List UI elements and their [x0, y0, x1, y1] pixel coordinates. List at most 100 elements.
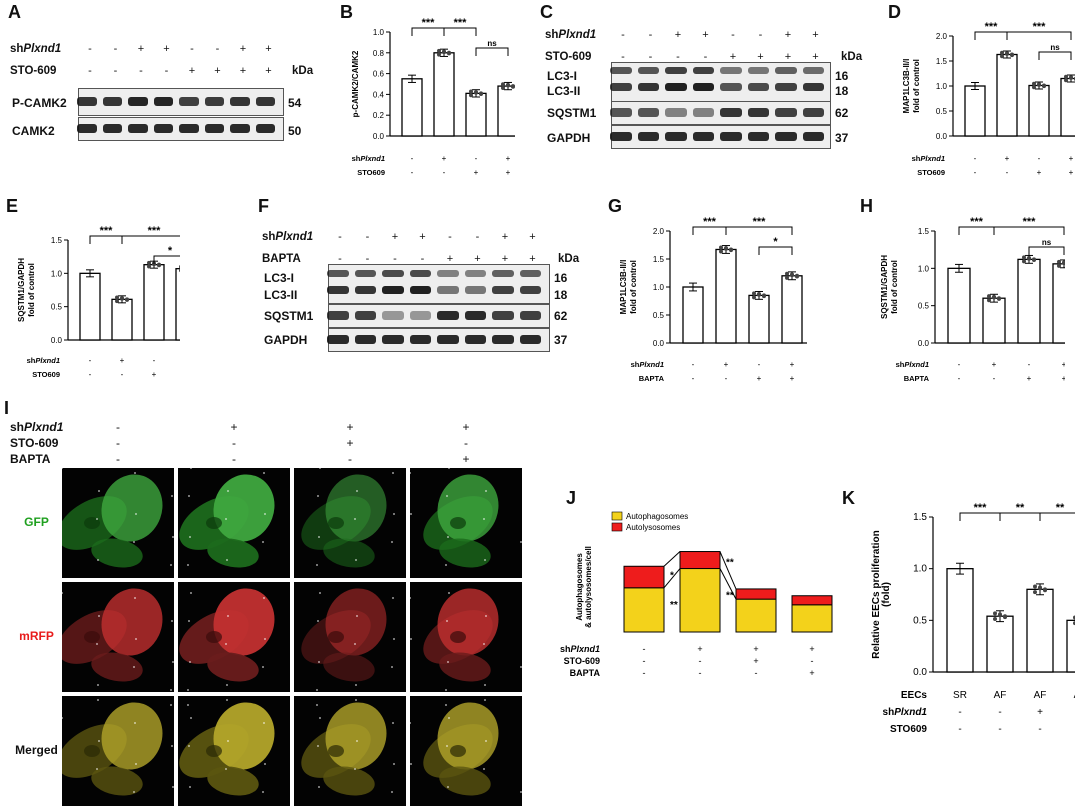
- blot-band: [637, 67, 659, 74]
- blot-strip: [327, 264, 550, 304]
- legend-swatch: [611, 511, 623, 521]
- puncta: [317, 745, 319, 747]
- data-point: [1062, 260, 1065, 265]
- puncta: [393, 638, 395, 640]
- significance-bracket: [993, 226, 1065, 235]
- blot-band: [327, 335, 349, 344]
- micrograph-cells: [410, 588, 522, 691]
- blot-strip: [327, 328, 550, 352]
- significance-label: **: [1056, 502, 1065, 514]
- cell-shape: [91, 538, 143, 568]
- condition-sign: -: [958, 707, 961, 718]
- blot-band: [610, 108, 632, 117]
- condition-sign: +: [137, 43, 145, 55]
- puncta: [391, 541, 393, 543]
- condition-sign: +: [188, 65, 196, 77]
- y-tick-label: 1.5: [913, 512, 927, 523]
- significance-bracket: [89, 235, 123, 244]
- cell-shape: [207, 766, 259, 796]
- condition-sign: -: [643, 668, 646, 678]
- data-point: [1073, 621, 1075, 626]
- micrograph: [62, 696, 174, 806]
- cell-shape: [323, 766, 375, 796]
- blot-band: [665, 67, 687, 74]
- blot-band: [437, 335, 459, 344]
- puncta: [188, 745, 190, 747]
- blot-band: [492, 286, 514, 294]
- condition-sign: +: [809, 668, 814, 678]
- condition-sign: +: [152, 370, 157, 379]
- y-tick-label: 1.0: [936, 82, 948, 91]
- nucleus: [84, 745, 100, 757]
- data-point: [1022, 255, 1026, 260]
- condition-sign: +: [753, 644, 758, 654]
- kda-value: 54: [288, 96, 302, 110]
- condition-sign: AF: [994, 690, 1007, 701]
- condition-sign: +: [239, 65, 247, 77]
- condition-label: BAPTA: [904, 374, 930, 383]
- condition-label: STO609: [890, 724, 927, 735]
- blot-band: [665, 108, 687, 117]
- chart-h: 0.0 0.5 1.0 1.5 SQSTM1/GAPDH fold of control *…: [880, 216, 1065, 383]
- nucleus: [328, 631, 344, 643]
- data-point: [987, 298, 991, 303]
- kda-value: 62: [554, 309, 568, 323]
- data-point: [501, 85, 505, 90]
- condition-sign: -: [420, 253, 425, 265]
- puncta: [318, 536, 320, 538]
- data-point: [501, 82, 505, 87]
- blot-band: [720, 67, 742, 74]
- bar-autolysosomes: [735, 588, 777, 600]
- puncta: [410, 597, 411, 599]
- chart-e: 0.0 0.5 1.0 1.5 SQSTM1/GAPDH fold of control *…: [17, 225, 180, 379]
- data-point: [729, 247, 733, 252]
- condition-sign: -: [692, 374, 695, 383]
- protein-label: LC3-I: [264, 271, 294, 285]
- cell-shape: [91, 766, 143, 796]
- bar-autophagosomes: [623, 587, 665, 633]
- blot-band: [637, 83, 659, 91]
- puncta: [319, 468, 321, 469]
- condition-sign: -: [725, 374, 728, 383]
- micrograph-cells: [301, 468, 395, 568]
- significance-label: ***: [753, 216, 767, 228]
- condition-sign: -: [190, 43, 194, 55]
- bar: [1028, 84, 1050, 137]
- micrograph: [62, 582, 174, 692]
- puncta: [227, 615, 229, 617]
- blot-band: [128, 124, 148, 133]
- blot-band: [77, 124, 97, 133]
- nucleus: [84, 517, 100, 529]
- nucleus: [84, 631, 100, 643]
- significance-label: ***: [703, 216, 717, 228]
- chart-d: 0.0 0.5 1.0 1.5 2.0 MAP1LC3B-II/I fold of cont…: [902, 21, 1075, 177]
- condition-label: shPlxnd1: [262, 231, 314, 243]
- condition-sign: +: [265, 43, 272, 55]
- condition-sign: +: [214, 65, 221, 77]
- condition-sign: -: [121, 370, 124, 379]
- condition-label: shPlxnd1: [560, 644, 600, 654]
- condition-sign: +: [753, 656, 758, 666]
- data-point: [115, 299, 119, 304]
- significance-label: ***: [100, 225, 114, 237]
- condition-sign: +: [442, 154, 447, 163]
- puncta: [318, 661, 320, 663]
- micrograph-cells: [179, 699, 275, 796]
- blot-band: [610, 132, 632, 141]
- significance-label: **: [1016, 502, 1025, 514]
- micrograph-cells: [301, 699, 395, 796]
- condition-sign: -: [998, 707, 1001, 718]
- blot-band: [255, 97, 275, 106]
- y-axis-label: fold of control: [27, 263, 36, 317]
- micrograph-row-label: GFP: [24, 515, 49, 529]
- condition-sign: -: [993, 374, 996, 383]
- data-point: [479, 91, 483, 96]
- condition-sign: -: [958, 360, 961, 369]
- data-point: [1043, 587, 1047, 592]
- condition-sign: -: [464, 436, 468, 450]
- data-point: [147, 260, 151, 265]
- puncta: [98, 740, 100, 742]
- y-axis-label: MAP1LC3B-II/I: [619, 260, 628, 315]
- puncta: [172, 536, 174, 538]
- condition-sign: +: [790, 360, 795, 369]
